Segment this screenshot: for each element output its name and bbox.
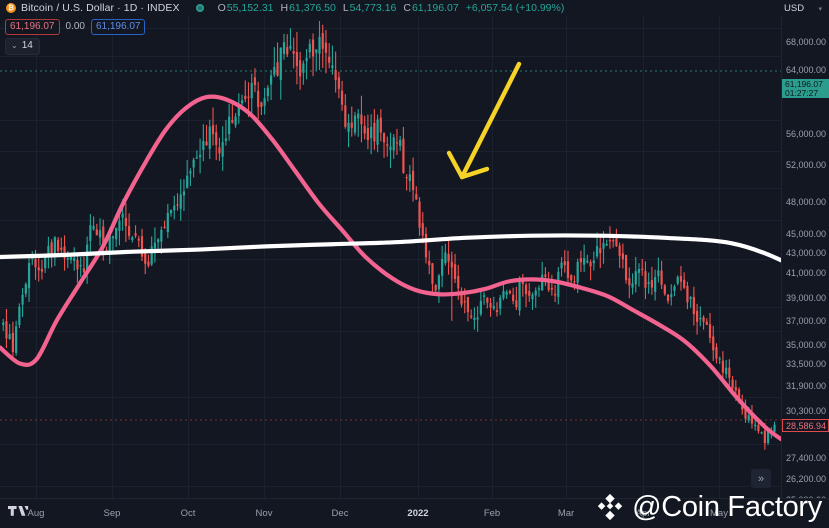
price-tick: 45,000.00 xyxy=(785,229,826,239)
indicator-value-zero: 0.00 xyxy=(65,21,85,33)
ma-fast-line xyxy=(0,94,781,442)
ohlc-close-value: 61,196.07 xyxy=(411,2,459,14)
countdown-timer: 01:27:27 xyxy=(785,87,819,98)
arrow-annotation[interactable] xyxy=(446,61,522,180)
chart-canvas xyxy=(0,16,781,498)
time-tick: May xyxy=(710,508,728,519)
time-axis[interactable]: Aug Sep Oct Nov Dec 2022 Feb Mar Apr May xyxy=(0,498,829,528)
chart-plot-area[interactable] xyxy=(0,16,781,498)
price-tick: 48,000.00 xyxy=(785,197,826,207)
price-tick: 31,900.00 xyxy=(785,381,826,391)
ohlc-close-label: C xyxy=(403,2,411,14)
legend-values-row: 61,196.07 0.00 61,196.07 xyxy=(5,19,146,35)
price-tick: 37,000.00 xyxy=(785,316,826,326)
ohlc-open-label: O xyxy=(217,2,226,14)
price-axis[interactable]: 68,000.00 64,000.00 61,196.07 01:27:27 5… xyxy=(781,16,829,505)
time-tick: Oct xyxy=(180,508,196,519)
price-change: +6,057.54 (+10.99%) xyxy=(465,2,565,14)
legend-period-row: ⌄ 14 xyxy=(5,37,145,55)
chart-header: ₿ Bitcoin / U.S. Dollar · 1D · INDEX O 55… xyxy=(0,0,829,16)
price-tick: 41,000.00 xyxy=(785,268,826,278)
current-price-value: 61,196.07 xyxy=(785,78,823,89)
currency-selector[interactable]: USD ▾ xyxy=(781,2,825,15)
chevron-down-icon: ⌄ xyxy=(11,40,18,50)
period-value: 14 xyxy=(21,39,33,51)
period-selector[interactable]: ⌄ 14 xyxy=(5,37,40,55)
indicator-legend: 61,196.07 0.00 61,196.07 ⌄ 14 xyxy=(5,19,146,55)
plot-background xyxy=(0,16,781,498)
symbol-title[interactable]: Bitcoin / U.S. Dollar · 1D · INDEX xyxy=(21,2,180,14)
time-tick-year: 2022 xyxy=(407,508,429,519)
currency-label: USD xyxy=(784,3,805,14)
time-tick: Aug xyxy=(27,508,45,519)
time-tick: Sep xyxy=(103,508,121,519)
tradingview-logo[interactable] xyxy=(8,504,30,519)
price-tick: 27,400.00 xyxy=(785,453,826,463)
price-tick: 39,000.00 xyxy=(785,293,826,303)
price-tick: 30,300.00 xyxy=(785,406,826,416)
time-tick: Feb xyxy=(483,508,501,519)
time-tick: Mar xyxy=(557,508,575,519)
indicator-value-blue[interactable]: 61,196.07 xyxy=(90,19,146,35)
low-price-badge: 28,586.94 xyxy=(782,419,829,432)
price-tick: 35,000.00 xyxy=(785,340,826,350)
ma-slow-line xyxy=(0,233,781,263)
current-price-badge: 61,196.07 01:27:27 xyxy=(782,79,829,98)
scroll-to-realtime-button[interactable]: » xyxy=(751,469,771,488)
time-tick: Dec xyxy=(331,508,349,519)
ohlc-low-label: L xyxy=(342,2,349,14)
price-tick: 64,000.00 xyxy=(785,65,826,75)
ohlc-high-value: 61,376.50 xyxy=(289,2,336,14)
ohlc-low-value: 54,773.16 xyxy=(349,2,397,14)
ohlc-high-label: H xyxy=(280,2,289,14)
market-status-dot xyxy=(195,4,204,12)
price-tick: 56,000.00 xyxy=(785,129,826,139)
price-tick: 33,500.00 xyxy=(785,359,826,369)
time-tick: Nov xyxy=(255,508,273,519)
price-tick: 52,000.00 xyxy=(785,160,826,170)
price-tick: 68,000.00 xyxy=(785,37,826,47)
bitcoin-icon: ₿ xyxy=(6,3,16,13)
chevron-down-icon: ▾ xyxy=(818,5,822,13)
indicator-value-red[interactable]: 61,196.07 xyxy=(5,19,60,35)
ohlc-values: O 55,152.31 H 61,376.50 L 54,773.16 C 61,196… xyxy=(218,2,565,14)
price-tick: 43,000.00 xyxy=(785,248,826,258)
price-tick: 26,200.00 xyxy=(785,474,826,484)
time-tick: Apr xyxy=(635,508,651,519)
ohlc-open-value: 55,152.31 xyxy=(226,2,274,14)
candlestick-series xyxy=(2,20,776,450)
